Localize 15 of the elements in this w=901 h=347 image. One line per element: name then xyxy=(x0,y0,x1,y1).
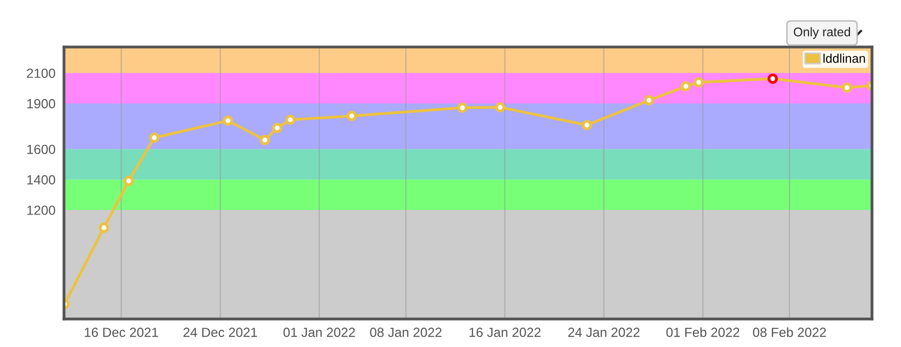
x-tick-label: 08 Jan 2022 xyxy=(370,328,442,338)
legend-label: lddlinan xyxy=(824,54,865,63)
x-tick-label: 24 Jan 2022 xyxy=(568,328,640,338)
x-tick-label: 01 Jan 2022 xyxy=(283,328,355,338)
x-tick-label: 24 Dec 2021 xyxy=(183,328,258,338)
x-tick-label: 16 Jan 2022 xyxy=(470,328,541,338)
y-tick-label: 1400 xyxy=(27,175,56,184)
text: Only rated xyxy=(794,27,850,39)
y-tick-label: 1900 xyxy=(27,99,56,108)
y-tick-label: 1200 xyxy=(27,206,56,215)
x-tick-label: 08 Feb 2022 xyxy=(752,327,826,338)
y-tick-label: 2100 xyxy=(26,68,56,78)
x-tick-label: 01 Feb 2022 xyxy=(666,327,740,338)
y-tick-label: 1600 xyxy=(27,144,56,154)
x-tick-label: 16 Dec 2021 xyxy=(84,328,158,338)
